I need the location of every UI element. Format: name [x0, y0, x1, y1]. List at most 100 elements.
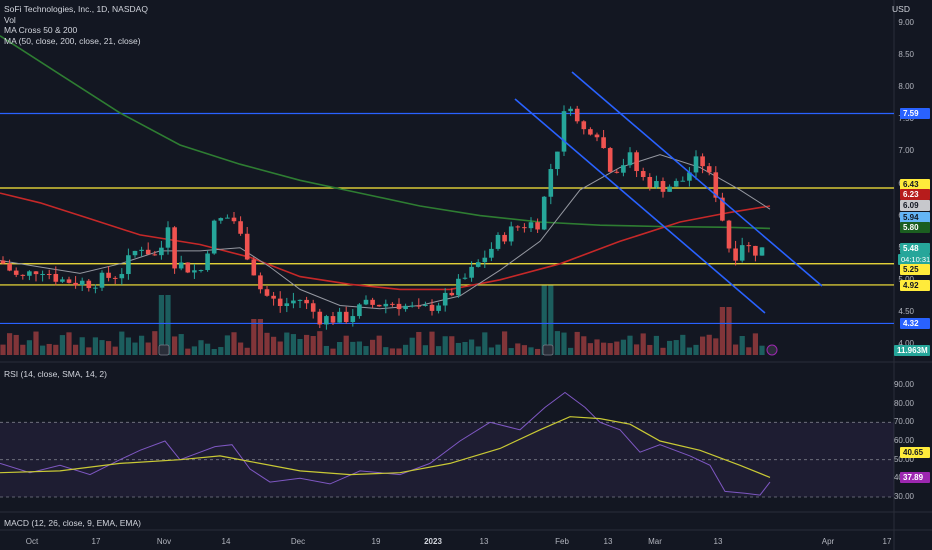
- volume-bar: [376, 335, 382, 355]
- volume-bar: [218, 347, 224, 355]
- macd-legend[interactable]: MACD (12, 26, close, 9, EMA, EMA): [4, 518, 141, 528]
- candle-body: [390, 303, 395, 305]
- volume-bar: [614, 341, 620, 355]
- volume-bar: [508, 348, 514, 355]
- ma-cross-legend[interactable]: MA Cross 50 & 200: [4, 25, 78, 35]
- candle-body: [132, 250, 138, 256]
- candle-body: [357, 304, 362, 317]
- rsi-ma-line: [0, 416, 771, 478]
- candle-body: [238, 221, 243, 234]
- rsi-line: [0, 391, 771, 496]
- volume-bar: [634, 344, 640, 355]
- volume-bar: [462, 341, 468, 355]
- volume-bar: [607, 343, 613, 355]
- candle-body: [621, 165, 626, 173]
- candle-body: [343, 311, 349, 323]
- volume-bar: [449, 336, 455, 355]
- earnings-marker-icon: [158, 344, 170, 356]
- volume-bar: [746, 347, 752, 355]
- candle-body: [178, 262, 184, 269]
- volume-bar: [251, 319, 257, 355]
- candle-body: [33, 271, 39, 275]
- volume-bar: [323, 345, 329, 355]
- candle-body: [409, 305, 415, 307]
- symbol-title[interactable]: SoFi Technologies, Inc., 1D, NASDAQ: [4, 4, 148, 14]
- candle-body: [429, 304, 435, 311]
- candle-body: [561, 111, 567, 152]
- volume-bar: [178, 334, 184, 355]
- volume-bar: [554, 331, 560, 355]
- volume-bar: [66, 332, 72, 355]
- channel-lines[interactable]: [514, 71, 823, 314]
- horizontal-levels[interactable]: [0, 112, 894, 325]
- vol-legend[interactable]: Vol: [4, 14, 16, 25]
- volume-bar: [264, 332, 270, 355]
- volume-bar: [627, 335, 633, 355]
- candle-body: [106, 272, 111, 278]
- candle-body: [383, 303, 389, 307]
- volume-bar: [535, 348, 541, 355]
- candle-body: [258, 275, 263, 290]
- candle-body: [251, 259, 257, 276]
- price-axis-label: 7.00: [898, 146, 914, 156]
- candle-body: [462, 277, 468, 279]
- time-axis-label: Apr: [821, 537, 835, 546]
- candle-body: [66, 279, 72, 283]
- volume-bar: [231, 332, 237, 355]
- price-tag-548: 5.48: [900, 243, 930, 254]
- candle-body: [482, 257, 488, 263]
- candle-body: [541, 196, 547, 230]
- volume-bar: [475, 346, 481, 355]
- time-axis-label: Mar: [648, 537, 662, 546]
- volume-bar: [224, 335, 230, 355]
- volume-bar: [92, 337, 98, 355]
- candle-body: [112, 277, 118, 279]
- volume-bar: [587, 343, 593, 355]
- rsi-tag: 37.89: [900, 472, 930, 483]
- time-axis-label: Oct: [25, 537, 39, 546]
- volume-bar: [713, 338, 719, 355]
- volume-bar: [581, 336, 587, 355]
- candle-body: [403, 305, 408, 310]
- candle-body: [297, 299, 303, 301]
- candle-body: [165, 227, 171, 248]
- candle-body: [145, 249, 151, 255]
- candle-body: [574, 108, 580, 122]
- candle-body: [706, 166, 712, 173]
- rsi-legend[interactable]: RSI (14, close, SMA, 14, 2): [4, 369, 107, 379]
- ma-legend[interactable]: MA (50, close, 200, close, 21, close): [4, 35, 141, 46]
- volume-bar: [238, 342, 244, 355]
- candle-body: [244, 233, 250, 260]
- rsi-axis-label: 80.00: [893, 398, 914, 408]
- candle-body: [640, 171, 646, 177]
- volume-bar: [198, 340, 204, 355]
- candles: [0, 105, 765, 330]
- candle-body: [79, 280, 85, 286]
- ma21-line: [0, 154, 771, 310]
- rsi-pane: [0, 391, 894, 498]
- currency-label: USD: [892, 4, 910, 14]
- volume-bar: [733, 344, 739, 355]
- volume-bar: [205, 343, 211, 355]
- candle-body: [317, 311, 323, 325]
- candle-body: [376, 304, 382, 307]
- volume-bar: [20, 344, 26, 355]
- candle-body: [607, 148, 613, 172]
- candle-body: [139, 249, 144, 251]
- candle-body: [330, 316, 336, 323]
- candle-body: [271, 295, 276, 299]
- moving-averages: [0, 35, 771, 310]
- volume-bar: [561, 332, 567, 355]
- price-axis-label: 8.00: [898, 82, 914, 92]
- volume-bar: [422, 345, 428, 355]
- earnings-marker-icon: [542, 344, 554, 356]
- volume-bar: [0, 344, 6, 355]
- price-axis-label: 9.00: [898, 18, 914, 27]
- volume-bar: [211, 348, 217, 355]
- volume-bar: [26, 340, 32, 355]
- volume-bar: [284, 332, 290, 355]
- volume-bar: [455, 342, 461, 355]
- candle-body: [508, 226, 514, 242]
- flash-marker-icon: [766, 344, 778, 356]
